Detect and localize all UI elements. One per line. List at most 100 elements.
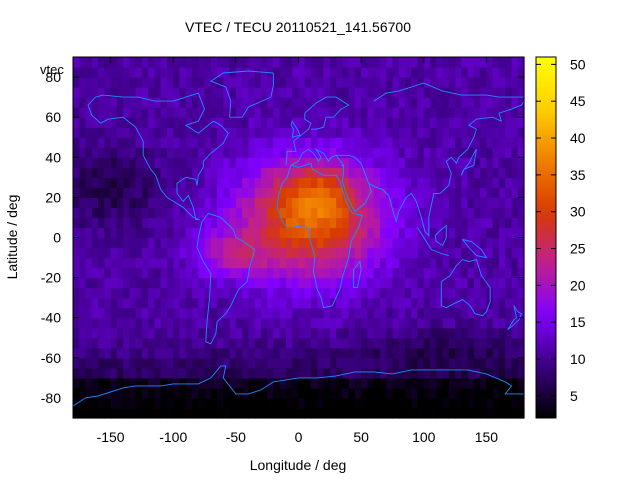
heatmap-cell: [304, 97, 312, 108]
heatmap-cell: [79, 207, 87, 219]
x-axis-ticks: -150 -100 -50 0 50 100 150: [97, 57, 498, 445]
heatmap-cell: [273, 387, 281, 399]
heatmap-cell: [110, 267, 118, 279]
heatmap-cell: [436, 137, 444, 148]
heatmap-cell: [285, 97, 293, 108]
heatmap-cell: [104, 237, 112, 249]
heatmap-cell: [348, 67, 356, 78]
heatmap-cell: [455, 277, 462, 289]
heatmap-cell: [498, 137, 506, 148]
heatmap-cell: [204, 387, 212, 399]
heatmap-cell: [141, 277, 149, 289]
heatmap-cell: [141, 287, 149, 299]
heatmap-cell: [129, 257, 137, 269]
heatmap-cell: [361, 177, 368, 188]
heatmap-cell: [398, 67, 406, 78]
heatmap-cell: [154, 197, 162, 209]
heatmap-cell: [185, 187, 193, 198]
heatmap-cell: [73, 167, 80, 178]
heatmap-cell: [511, 247, 519, 259]
heatmap-cell: [505, 107, 513, 118]
heatmap-cell: [204, 157, 212, 168]
heatmap-cell: [304, 147, 312, 158]
heatmap-cell: [229, 377, 237, 389]
heatmap-cell: [235, 397, 243, 409]
heatmap-cell: [154, 297, 162, 309]
heatmap-cell: [192, 57, 199, 68]
heatmap-cell: [279, 287, 287, 299]
heatmap-cell: [129, 317, 137, 329]
heatmap-cell: [223, 147, 231, 158]
heatmap-cell: [229, 407, 237, 419]
heatmap-cell: [361, 67, 368, 78]
heatmap-cell: [430, 217, 437, 229]
heatmap-cell: [486, 327, 494, 339]
heatmap-cell: [379, 97, 387, 108]
heatmap-cell: [242, 327, 249, 339]
heatmap-cell: [173, 367, 181, 379]
heatmap-cell: [173, 177, 181, 188]
heatmap-cell: [229, 57, 237, 68]
heatmap-cell: [361, 407, 368, 419]
heatmap-cell: [98, 167, 105, 178]
heatmap-cell: [85, 127, 93, 138]
heatmap-cell: [267, 197, 275, 209]
heatmap-cell: [348, 87, 356, 98]
heatmap-cell: [273, 367, 281, 379]
heatmap-cell: [430, 67, 437, 78]
x-tick-label: 100: [412, 429, 436, 445]
heatmap-cell: [461, 97, 469, 108]
heatmap-cell: [430, 297, 437, 309]
heatmap-cell: [235, 207, 243, 219]
heatmap-cell: [148, 87, 156, 98]
heatmap-cell: [336, 147, 343, 158]
heatmap-cell: [342, 337, 350, 349]
heatmap-cell: [160, 367, 168, 379]
heatmap-cell: [279, 157, 287, 168]
heatmap-cell: [173, 117, 181, 128]
heatmap-cell: [467, 77, 475, 88]
heatmap-cell: [73, 297, 80, 309]
heatmap-cell: [480, 117, 488, 128]
heatmap-cell: [198, 407, 206, 419]
heatmap-cell: [260, 117, 268, 128]
heatmap-cell: [373, 307, 381, 319]
heatmap-cell: [116, 87, 124, 98]
heatmap-cell: [461, 317, 469, 329]
heatmap-cell: [160, 237, 168, 249]
heatmap-cell: [242, 267, 249, 279]
heatmap-cell: [329, 197, 337, 209]
heatmap-cell: [185, 57, 193, 68]
heatmap-cell: [242, 307, 249, 319]
heatmap-cell: [498, 327, 506, 339]
heatmap-cell: [229, 337, 237, 349]
heatmap-cell: [511, 397, 519, 409]
heatmap-cell: [442, 147, 450, 158]
heatmap-cell: [311, 267, 318, 279]
heatmap-cell: [304, 197, 312, 209]
heatmap-cell: [235, 307, 243, 319]
heatmap-cell: [392, 117, 400, 128]
heatmap-cell: [192, 127, 199, 138]
heatmap-cell: [317, 227, 325, 239]
heatmap-cell: [398, 347, 406, 359]
heatmap-cell: [417, 357, 425, 369]
heatmap-cell: [379, 287, 387, 299]
heatmap-cell: [260, 347, 268, 359]
heatmap-cell: [430, 87, 437, 98]
heatmap-cell: [166, 137, 174, 148]
heatmap-cell: [317, 327, 325, 339]
heatmap-cell: [361, 317, 368, 329]
heatmap-cell: [179, 87, 187, 98]
heatmap-cell: [336, 397, 343, 409]
heatmap-cell: [511, 177, 519, 188]
heatmap-cell: [129, 217, 137, 229]
heatmap-cell: [498, 377, 506, 389]
heatmap-cell: [242, 187, 249, 198]
heatmap-cell: [404, 117, 412, 128]
heatmap-cell: [273, 217, 281, 229]
heatmap-cell: [204, 277, 212, 289]
heatmap-cell: [354, 67, 362, 78]
heatmap-cell: [498, 147, 506, 158]
heatmap-cell: [260, 77, 268, 88]
